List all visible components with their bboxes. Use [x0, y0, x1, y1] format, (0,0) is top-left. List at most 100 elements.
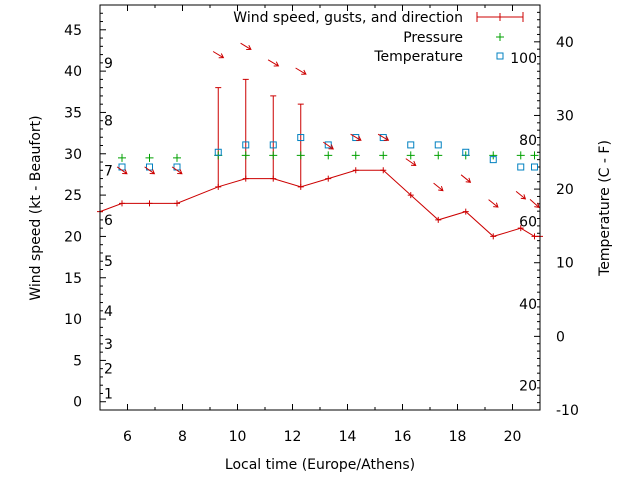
- temperature-point: [407, 141, 415, 149]
- y-right-tick-label: 10: [556, 256, 574, 272]
- temperature-point: [517, 163, 525, 171]
- gust-bar: [270, 95, 277, 179]
- fahrenheit-label: 60: [519, 214, 537, 230]
- legend-swatch-wind: [476, 12, 524, 22]
- temperature-point: [489, 156, 497, 164]
- y-left-tick-label: 5: [73, 353, 82, 369]
- wind-direction-arrow: [212, 51, 225, 59]
- wind-direction-arrow: [433, 182, 444, 192]
- pressure-point: [516, 151, 525, 160]
- y-right-tick-label: -10: [556, 403, 579, 419]
- wind-direction-arrow: [377, 133, 390, 141]
- beaufort-label: 2: [104, 362, 113, 378]
- y-left-axis-label: Wind speed (kt - Beaufort): [28, 115, 44, 300]
- x-tick-label: 18: [449, 429, 467, 445]
- temperature-point: [242, 141, 250, 149]
- x-tick-label: 10: [229, 429, 247, 445]
- wind-speed-point: [435, 216, 442, 223]
- legend-label-wind: Wind speed, gusts, and direction: [233, 10, 463, 26]
- y-left-tick-label: 10: [64, 312, 82, 328]
- wind-speed-point: [517, 225, 524, 232]
- wind-speed-point: [325, 175, 332, 182]
- pressure-point: [118, 153, 126, 162]
- axis-ticks: [99, 5, 541, 411]
- temperature-point: [379, 134, 387, 142]
- pressure-point: [145, 153, 154, 162]
- y-left-tick-label: 0: [73, 395, 82, 411]
- pressure-point: [489, 151, 498, 160]
- y-left-tick-label: 25: [64, 188, 82, 204]
- temperature-point: [214, 148, 222, 156]
- wind-direction-arrow: [116, 166, 128, 175]
- x-tick-label: 6: [123, 429, 132, 445]
- temperature-point: [434, 141, 442, 149]
- legend-label-pressure: Pressure: [403, 30, 463, 46]
- fahrenheit-label: 40: [519, 297, 537, 313]
- gust-bars: [215, 78, 304, 187]
- y-left-tick-label: 40: [64, 64, 82, 80]
- beaufort-label: 4: [104, 304, 113, 320]
- y-right-axis-label: Temperature (C - F): [597, 140, 613, 277]
- wind-direction-arrow: [529, 199, 540, 209]
- beaufort-label: 6: [104, 213, 113, 229]
- gust-bar: [242, 78, 249, 179]
- x-tick-label: 8: [178, 429, 187, 445]
- x-axis-label: Local time (Europe/Athens): [225, 457, 415, 473]
- wind-speed-point: [270, 175, 277, 182]
- pressure-point: [269, 151, 278, 160]
- x-tick-label: 16: [394, 429, 412, 445]
- wind-speed-point: [146, 200, 153, 207]
- y-left-tick-label: 35: [64, 105, 82, 121]
- fahrenheit-labels: 20 40 60 80 100: [510, 51, 537, 395]
- beaufort-label: 3: [104, 337, 113, 353]
- y-right-tick-label: 30: [556, 108, 574, 124]
- beaufort-label: 1: [104, 386, 113, 402]
- y-left-tick-label: 45: [64, 23, 82, 39]
- y-left-tick-label: 15: [64, 271, 82, 287]
- wind-direction-arrow: [405, 158, 417, 167]
- wind-speed-point: [531, 233, 538, 240]
- y-left-tick-label: 20: [64, 229, 82, 245]
- pressure-point: [530, 151, 539, 160]
- beaufort-label: 7: [104, 163, 113, 179]
- temperature-point: [531, 163, 538, 171]
- pressure-point: [379, 151, 388, 160]
- x-tick-label: 12: [284, 429, 302, 445]
- wind-direction-arrow: [171, 166, 183, 175]
- y-right-tick-label: 20: [556, 182, 574, 198]
- wind-direction-arrow: [460, 174, 472, 183]
- temperature-point: [352, 134, 360, 142]
- wind-speed-point: [174, 200, 180, 207]
- y-left-tick-label: 30: [64, 147, 82, 163]
- wind-direction-arrow: [240, 42, 252, 50]
- wind-series: [97, 167, 543, 240]
- pressure-point: [324, 151, 333, 160]
- y-right-tick-label: 40: [556, 35, 574, 51]
- x-tick-label: 14: [339, 429, 357, 445]
- wind-direction-arrow: [144, 166, 156, 175]
- direction-arrows: [116, 42, 540, 209]
- wind-direction-arrow: [295, 67, 307, 75]
- wind-direction-arrow: [267, 59, 280, 67]
- wind-speed-line: [99, 169, 540, 237]
- wind-speed-point: [215, 183, 222, 190]
- wind-speed-point: [297, 183, 304, 190]
- temperature-point: [297, 134, 305, 142]
- beaufort-label: 9: [104, 56, 113, 72]
- pressure-series: [118, 151, 539, 162]
- beaufort-label: 5: [104, 254, 113, 270]
- wind-direction-arrow: [350, 133, 362, 141]
- temperature-point: [462, 148, 470, 156]
- wind-direction-arrow: [488, 199, 499, 208]
- fahrenheit-label: 100: [510, 51, 537, 67]
- wind-speed-point: [462, 208, 469, 215]
- pressure-point: [351, 151, 360, 160]
- wind-speed-point: [119, 200, 125, 207]
- fahrenheit-label: 20: [519, 379, 537, 395]
- pressure-point: [296, 151, 305, 160]
- beaufort-label: 8: [104, 114, 113, 130]
- beaufort-labels: 1 2 3 4 5 6 7 8 9: [104, 56, 113, 403]
- wind-direction-arrow: [515, 191, 527, 200]
- y-right-tick-label: 0: [556, 329, 565, 345]
